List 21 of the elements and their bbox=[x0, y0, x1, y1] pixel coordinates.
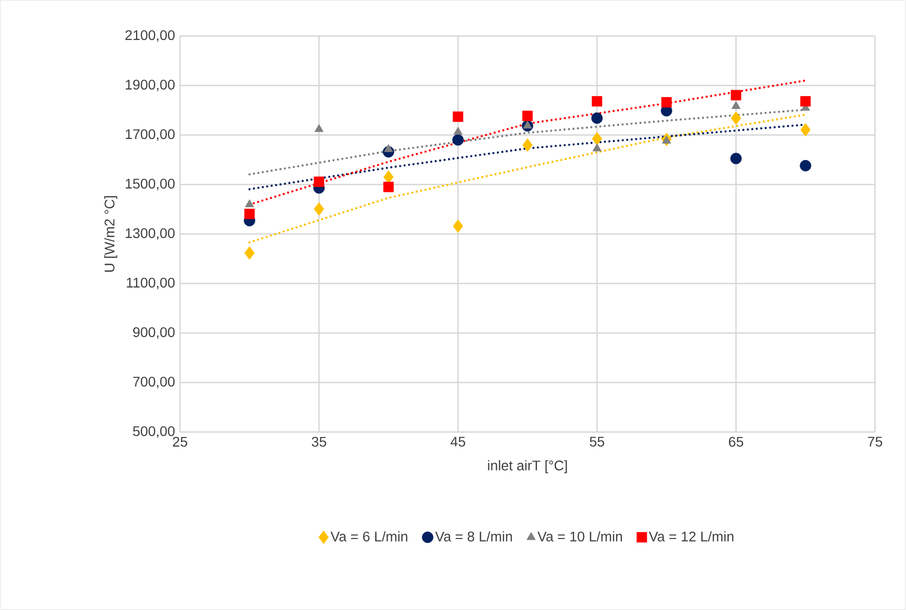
y-tick-label: 1500,00 bbox=[126, 178, 175, 190]
y-axis-title: U [W/m2 °C] bbox=[104, 196, 118, 272]
y-tick-label: 1300,00 bbox=[126, 228, 175, 240]
y-tick-label: 1900,00 bbox=[126, 80, 175, 92]
y-tick-label: 700,00 bbox=[133, 376, 175, 388]
y-tick-label: 1100,00 bbox=[126, 278, 175, 290]
legend-label: Va = 6 L/min bbox=[330, 531, 408, 542]
x-tick-label: 35 bbox=[312, 436, 326, 447]
y-tick-label: 1700,00 bbox=[126, 129, 175, 141]
x-tick-label: 25 bbox=[172, 436, 188, 447]
x-tick-label: 75 bbox=[868, 436, 882, 447]
y-tick-label: 2100,00 bbox=[125, 30, 175, 42]
legend-label: Va = 10 L/min bbox=[538, 531, 622, 542]
y-tick-label: 500,00 bbox=[133, 426, 175, 438]
y-tick-label: 900,00 bbox=[133, 327, 175, 339]
x-axis-title: inlet airT [°C] bbox=[488, 460, 567, 474]
legend-label: Va = 8 L/min bbox=[435, 531, 512, 542]
x-tick-label: 55 bbox=[590, 436, 604, 447]
legend-label: Va = 12 L/min bbox=[648, 531, 734, 542]
x-tick-label: 45 bbox=[450, 436, 466, 447]
x-tick-label: 65 bbox=[728, 436, 744, 447]
